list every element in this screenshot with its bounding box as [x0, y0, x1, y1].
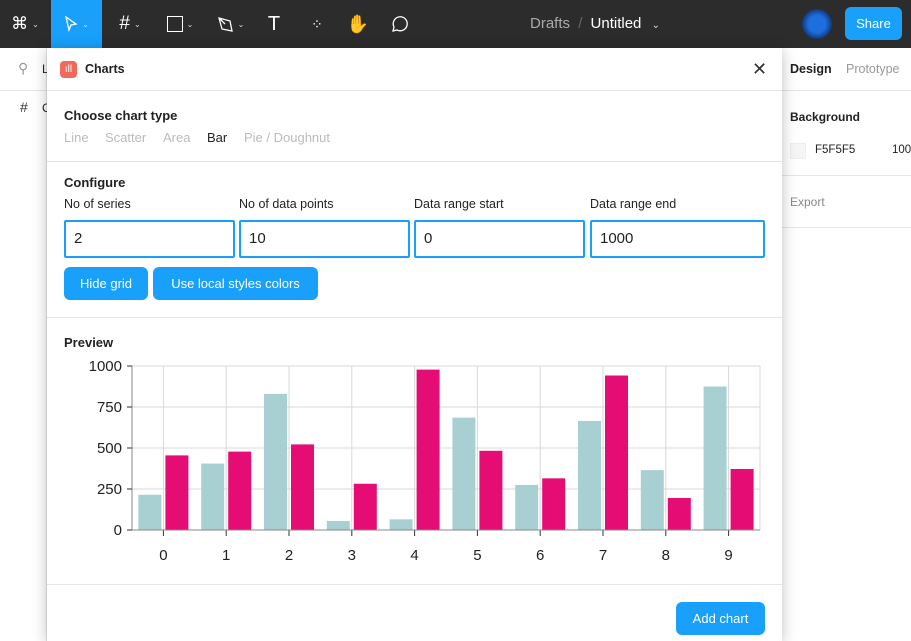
pen-tool-button[interactable]: ⌄ [208, 0, 252, 48]
breadcrumb: Drafts / Untitled ⌄ [530, 15, 660, 32]
bar-1-4 [389, 519, 413, 530]
breadcrumb-separator: / [578, 15, 583, 32]
toolbar: ⌘ ⌄ ⌄ # ⌄ ⌄ ⌄ T ⁘ ✋ Drafts / Untitled ⌄ Sh… [0, 0, 911, 48]
preview-heading: Preview [64, 335, 114, 350]
hide-grid-button[interactable]: Hide grid [64, 267, 148, 300]
choose-chart-type-heading: Choose chart type [64, 108, 178, 123]
frame-icon: # [20, 99, 28, 115]
range-end-input[interactable]: 1000 [590, 220, 765, 258]
components-icon: ⁘ [311, 15, 323, 32]
bar-1-6 [515, 484, 539, 530]
charts-plugin-icon: ıll [60, 61, 77, 78]
y-tick-label: 750 [97, 399, 122, 416]
x-tick-label: 9 [724, 547, 732, 564]
charts-plugin-dialog: ıll Charts ✕ Choose chart type Line Scat… [47, 48, 782, 641]
hand-tool-button[interactable]: ✋ [344, 0, 372, 48]
chart-type-area[interactable]: Area [163, 130, 191, 145]
frame-tool-button[interactable]: # ⌄ [119, 13, 141, 34]
range-start-input[interactable]: 0 [414, 220, 585, 258]
search-input[interactable]: L [42, 62, 49, 76]
bar-1-7 [578, 420, 601, 530]
bar-2-1 [228, 451, 252, 530]
bar-2-4 [416, 369, 440, 530]
y-tick-label: 1000 [89, 358, 122, 375]
file-name[interactable]: Untitled [590, 15, 642, 32]
background-label: Background [790, 110, 861, 124]
bar-1-2 [264, 393, 287, 530]
x-tick-label: 3 [348, 547, 356, 564]
bar-1-9 [703, 386, 727, 530]
breadcrumb-drafts[interactable]: Drafts [530, 15, 571, 32]
move-tool-button[interactable]: ⌄ [51, 0, 102, 48]
figma-logo-icon: ⌘ [11, 14, 29, 33]
chart-type-pie[interactable]: Pie / Doughnut [244, 130, 331, 145]
export-label[interactable]: Export [790, 195, 825, 209]
use-local-styles-button[interactable]: Use local styles colors [153, 267, 318, 300]
x-tick-label: 6 [536, 547, 544, 564]
tab-design[interactable]: Design [790, 62, 832, 76]
data-points-input[interactable]: 10 [239, 220, 410, 258]
bar-1-1 [201, 463, 225, 530]
bar-2-0 [165, 455, 189, 530]
bar-2-3 [353, 483, 377, 530]
search-icon: ⚲ [18, 60, 29, 76]
comment-tool-button[interactable] [385, 0, 413, 48]
range-start-label: Data range start [414, 197, 504, 211]
background-opacity[interactable]: 100 [892, 144, 911, 156]
background-swatch[interactable] [790, 143, 806, 159]
add-chart-button[interactable]: Add chart [676, 602, 765, 635]
layers-panel: ⚲ L # C [0, 48, 51, 641]
y-tick-label: 0 [114, 522, 122, 539]
close-icon[interactable]: ✕ [752, 59, 768, 79]
hand-icon: ✋ [346, 13, 370, 34]
bar-2-2 [291, 444, 314, 530]
x-tick-label: 0 [159, 547, 167, 564]
x-tick-label: 2 [285, 547, 293, 564]
main-menu-button[interactable]: ⌘ ⌄ [0, 0, 50, 48]
bar-1-3 [326, 520, 350, 530]
text-tool-button[interactable]: T [260, 0, 288, 48]
x-tick-label: 1 [222, 547, 230, 564]
dialog-title: Charts [85, 62, 125, 76]
configure-heading: Configure [64, 175, 126, 190]
pen-icon [217, 17, 233, 32]
comment-icon [392, 16, 408, 32]
tab-prototype[interactable]: Prototype [846, 62, 900, 76]
series-count-label: No of series [64, 197, 131, 211]
series-count-input[interactable]: 2 [64, 220, 235, 258]
chevron-down-icon[interactable]: ⌄ [651, 20, 660, 31]
properties-panel: Design Prototype Background F5F5F5 100 E… [782, 48, 911, 641]
frame-icon: # [119, 13, 130, 34]
avatar[interactable] [802, 9, 832, 39]
x-tick-label: 7 [599, 547, 607, 564]
bar-1-0 [138, 494, 162, 530]
chevron-down-icon: ⌄ [32, 19, 39, 29]
bar-2-5 [479, 450, 503, 530]
bar-2-8 [667, 498, 691, 530]
share-button[interactable]: Share [845, 7, 902, 40]
x-tick-label: 4 [410, 547, 418, 564]
shape-tool-button[interactable]: ⌄ [158, 0, 202, 48]
x-tick-label: 8 [662, 547, 670, 564]
bar-2-7 [605, 375, 628, 530]
y-tick-label: 500 [97, 440, 122, 457]
cursor-icon [65, 16, 78, 32]
background-hex[interactable]: F5F5F5 [815, 144, 856, 156]
range-end-label: Data range end [590, 197, 677, 211]
bar-2-9 [730, 468, 754, 530]
chart-type-bar[interactable]: Bar [207, 130, 228, 145]
text-icon: T [267, 12, 281, 35]
bar-1-5 [452, 417, 476, 530]
resources-button[interactable]: ⁘ [303, 0, 331, 48]
chart-type-line[interactable]: Line [64, 130, 89, 145]
bar-2-6 [542, 478, 566, 530]
bar-chart: 0 1 2 3 4 5 6 7 8 9 0 250 500 750 1000 [89, 358, 761, 564]
bar-1-8 [640, 470, 664, 530]
rectangle-icon [166, 16, 183, 32]
chart-type-scatter[interactable]: Scatter [105, 130, 147, 145]
y-tick-label: 250 [97, 481, 122, 498]
x-tick-label: 5 [473, 547, 481, 564]
layer-item[interactable]: C [42, 101, 51, 115]
data-points-label: No of data points [239, 197, 334, 211]
